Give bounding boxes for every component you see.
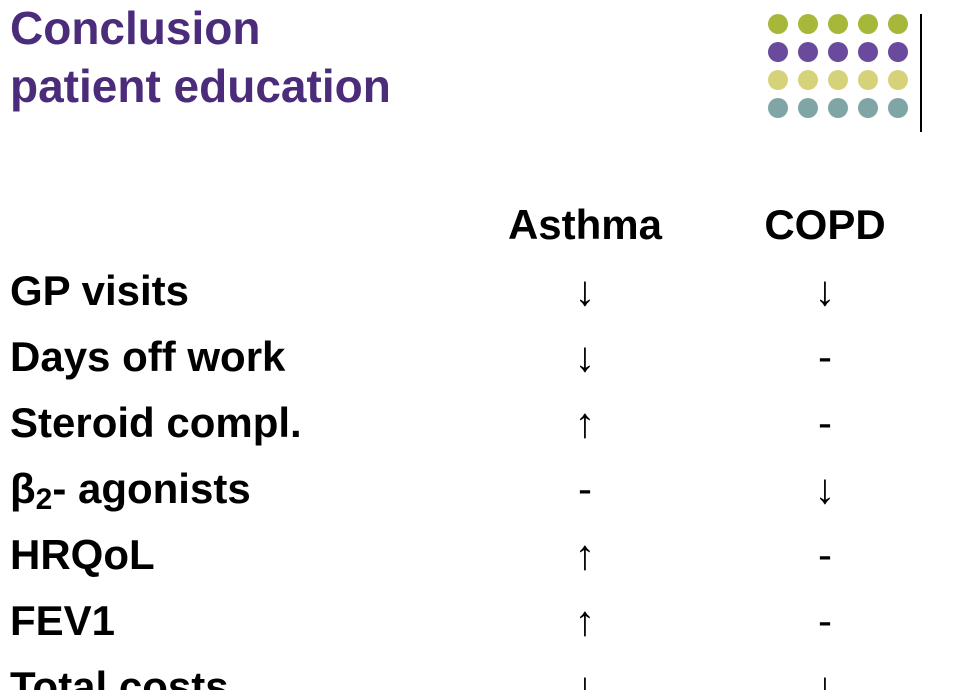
cell-asthma: ↑: [460, 531, 710, 579]
dot-icon: [768, 70, 788, 90]
dot-icon: [798, 42, 818, 62]
cell-asthma: -: [460, 465, 710, 513]
cell-asthma: ↑: [460, 399, 710, 447]
table-row: GP visits↓↓: [10, 258, 940, 324]
cell-copd: -: [710, 399, 940, 447]
title-line-2: patient education: [10, 58, 391, 116]
header-copd: COPD: [710, 201, 940, 249]
dot-row: [768, 70, 908, 90]
decorative-vertical-line: [920, 14, 922, 132]
dot-icon: [888, 98, 908, 118]
cell-copd: -: [710, 597, 940, 645]
dot-icon: [768, 42, 788, 62]
row-label: β2- agonists: [10, 465, 460, 513]
dot-icon: [768, 98, 788, 118]
cell-copd: ↓: [710, 663, 940, 690]
cell-asthma: ↓: [460, 333, 710, 381]
row-label: FEV1: [10, 597, 460, 645]
title-line-1: Conclusion: [10, 0, 391, 58]
cell-copd: -: [710, 333, 940, 381]
dot-icon: [858, 42, 878, 62]
cell-asthma: ↓: [460, 663, 710, 690]
dot-row: [768, 98, 908, 118]
decorative-dot-grid: [768, 14, 908, 126]
dot-icon: [798, 98, 818, 118]
dot-icon: [768, 14, 788, 34]
results-table: Asthma COPD GP visits↓↓Days off work↓-St…: [10, 192, 940, 690]
cell-copd: -: [710, 531, 940, 579]
dot-row: [768, 14, 908, 34]
row-label: Steroid compl.: [10, 399, 460, 447]
beta-symbol: β: [10, 465, 36, 512]
row-label: HRQoL: [10, 531, 460, 579]
table-row: Total costs↓↓: [10, 654, 940, 690]
row-label: Days off work: [10, 333, 460, 381]
cell-copd: ↓: [710, 465, 940, 513]
table-row: β2- agonists-↓: [10, 456, 940, 522]
cell-asthma: ↓: [460, 267, 710, 315]
dot-icon: [858, 70, 878, 90]
cell-asthma: ↑: [460, 597, 710, 645]
table-row: HRQoL↑-: [10, 522, 940, 588]
row-label: GP visits: [10, 267, 460, 315]
dot-row: [768, 42, 908, 62]
cell-copd: ↓: [710, 267, 940, 315]
table-row: Days off work↓-: [10, 324, 940, 390]
beta-rest: - agonists: [52, 465, 250, 512]
table-row: Steroid compl.↑-: [10, 390, 940, 456]
dot-icon: [828, 14, 848, 34]
slide-title: Conclusion patient education: [10, 0, 391, 115]
header-asthma: Asthma: [460, 201, 710, 249]
dot-icon: [828, 98, 848, 118]
table-header-row: Asthma COPD: [10, 192, 940, 258]
dot-icon: [888, 42, 908, 62]
dot-icon: [798, 14, 818, 34]
dot-icon: [828, 42, 848, 62]
dot-icon: [828, 70, 848, 90]
dot-icon: [858, 14, 878, 34]
table-row: FEV1↑-: [10, 588, 940, 654]
row-label: Total costs: [10, 663, 460, 690]
dot-icon: [798, 70, 818, 90]
dot-icon: [858, 98, 878, 118]
dot-icon: [888, 70, 908, 90]
beta-subscript: 2: [36, 483, 53, 516]
dot-icon: [888, 14, 908, 34]
